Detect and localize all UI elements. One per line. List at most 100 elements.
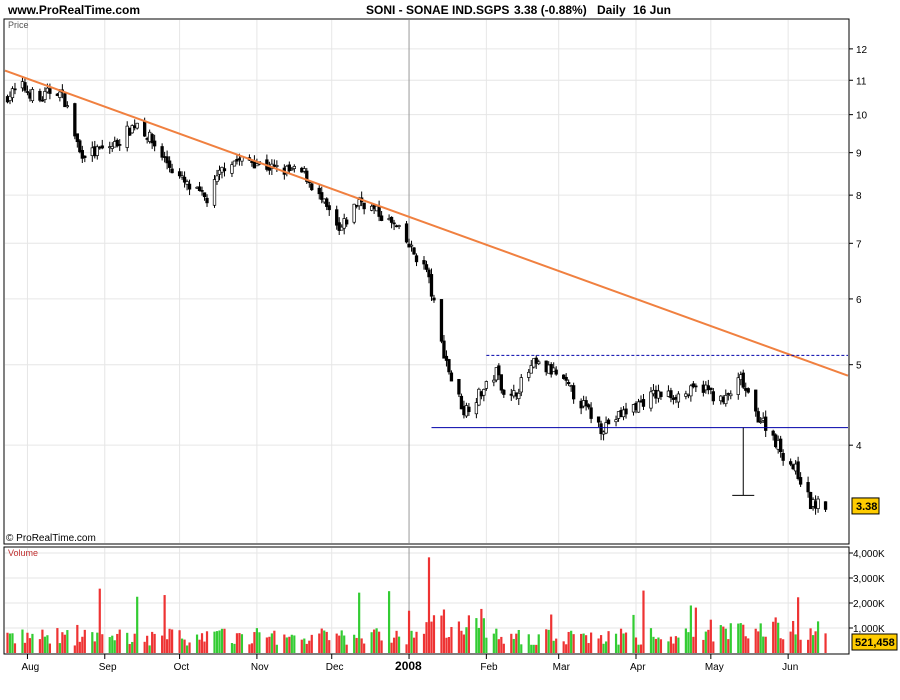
volume-bar	[78, 641, 81, 653]
candle-body	[427, 269, 431, 278]
volume-bar	[764, 636, 767, 653]
volume-bar	[168, 628, 171, 653]
candle-body	[459, 395, 464, 410]
candle-body	[759, 421, 763, 423]
volume-bar	[702, 639, 705, 653]
candle-body	[389, 216, 394, 223]
candle-body	[457, 378, 461, 395]
candle-body	[694, 385, 698, 388]
time-tick-label: Aug	[21, 662, 39, 673]
candle-body	[564, 376, 568, 381]
candle-body	[624, 408, 628, 415]
volume-bar	[530, 644, 533, 653]
volume-bar	[205, 631, 209, 653]
volume-bar	[634, 637, 638, 653]
candle-body	[10, 88, 15, 99]
price-tick-label: 5	[856, 361, 862, 372]
volume-bar	[335, 633, 338, 653]
volume-bar	[614, 633, 618, 653]
volume-bar	[622, 633, 625, 653]
candle-body	[185, 181, 189, 185]
volume-bar	[265, 637, 268, 653]
volume-bar	[512, 638, 515, 653]
volume-bar	[789, 631, 792, 653]
volume-bar	[98, 588, 101, 653]
candle-body	[606, 419, 611, 425]
candle-body	[58, 91, 62, 98]
volume-bar	[235, 633, 239, 653]
candle-body	[499, 374, 503, 391]
volume-bar	[195, 634, 199, 653]
volume-bar	[275, 644, 278, 653]
volume-bar	[270, 633, 273, 653]
volume-bar	[233, 643, 236, 653]
volume-bar	[343, 635, 346, 653]
candle-body	[823, 501, 828, 510]
volume-bar	[580, 633, 583, 653]
volume-bar	[43, 636, 47, 653]
volume-bar	[550, 614, 553, 653]
volume-bar	[183, 639, 186, 653]
candle-body	[377, 205, 381, 217]
volume-bar	[387, 591, 391, 653]
volume-bar	[415, 631, 418, 653]
last-price-value: 3.38	[856, 501, 877, 513]
volume-bar	[215, 631, 219, 653]
candle-body	[160, 146, 164, 158]
volume-tick-label: 2,000K	[853, 599, 885, 610]
candle-body	[13, 88, 17, 91]
last-volume-tag: 521,458	[851, 633, 898, 651]
volume-bar	[811, 635, 815, 653]
volume-bar	[427, 557, 431, 653]
candle-body	[292, 166, 296, 169]
candle-body	[796, 461, 800, 479]
volume-bar	[48, 643, 51, 653]
candle-body	[78, 140, 82, 153]
volume-bar	[133, 633, 136, 653]
volume-bar	[13, 643, 17, 653]
price-tick-label: 4	[856, 441, 862, 452]
candle-body	[779, 438, 783, 453]
volume-bar	[143, 641, 146, 653]
candle-body	[197, 186, 202, 192]
candle-body	[636, 401, 641, 413]
candle-body	[38, 90, 42, 101]
volume-bar	[742, 624, 745, 653]
volume-bar	[218, 630, 221, 653]
volume-bar	[475, 618, 478, 653]
volume-bar	[757, 631, 760, 653]
volume-bars-group	[6, 557, 827, 653]
volume-bar	[624, 632, 628, 653]
volume-bar	[392, 637, 396, 653]
volume-bar	[532, 644, 535, 653]
volume-bar	[652, 636, 655, 653]
volume-bar	[258, 632, 261, 653]
candle-body	[659, 391, 663, 398]
volume-bar	[570, 630, 573, 653]
candle-body	[320, 192, 324, 200]
candle-body	[492, 379, 496, 383]
volume-bar	[599, 635, 603, 653]
candle-body	[724, 394, 728, 405]
volume-bar	[83, 629, 86, 653]
volume-bar	[582, 633, 585, 653]
candle-body	[641, 399, 646, 407]
candle-body	[816, 498, 820, 509]
candle-body	[222, 168, 227, 172]
volume-bar	[355, 637, 358, 653]
volume-bar	[674, 636, 678, 653]
candle-body	[584, 400, 588, 407]
volume-bar	[782, 639, 785, 653]
candle-body	[202, 192, 207, 198]
volume-bar	[148, 645, 151, 653]
volume-bar	[537, 634, 540, 653]
candle-body	[412, 247, 416, 255]
candle-body	[125, 125, 129, 148]
candle-body	[152, 140, 157, 147]
candle-body	[477, 388, 481, 406]
grid-lines	[5, 20, 848, 653]
candle-body	[554, 369, 558, 375]
candle-body	[8, 95, 12, 101]
downtrend-line	[4, 69, 849, 377]
